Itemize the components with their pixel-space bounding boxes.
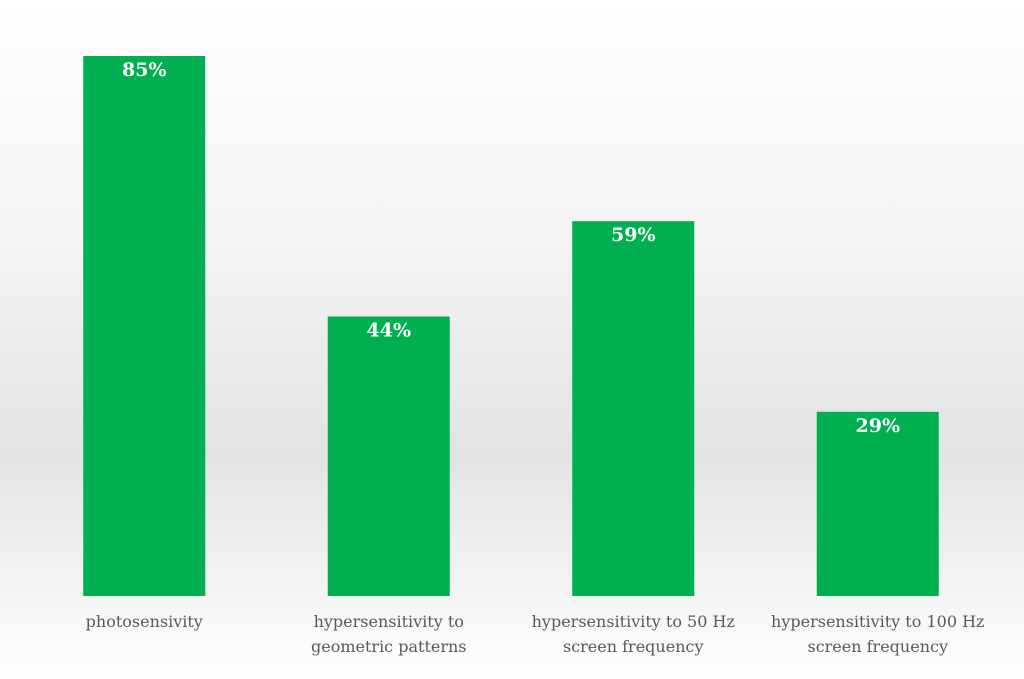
bar-value-label-4: 29% xyxy=(856,415,901,437)
bar-3 xyxy=(572,221,695,597)
category-label-1: photosensivity xyxy=(86,612,203,631)
bar-value-label-2: 44% xyxy=(367,319,412,341)
category-label-2-line-2: geometric patterns xyxy=(311,637,467,656)
bars-group xyxy=(83,56,939,597)
bar-value-label-1: 85% xyxy=(122,59,167,81)
category-label-3-line-1: hypersensitivity to 50 Hz xyxy=(532,612,735,631)
category-label-1-line-1: photosensivity xyxy=(86,612,203,631)
category-label-3: hypersensitivity to 50 Hz screen frequenc… xyxy=(532,612,735,656)
category-label-4-line-2: screen frequency xyxy=(807,637,948,656)
bar-1 xyxy=(83,56,206,596)
value-labels-group: 85% 44% 59% 29% xyxy=(122,59,900,437)
category-label-3-line-2: screen frequency xyxy=(563,637,704,656)
bar-2 xyxy=(327,316,450,596)
category-labels-group: photosensivity hypersensitivity to geometr… xyxy=(86,612,985,656)
category-label-2: hypersensitivity to geometric patterns xyxy=(311,612,467,656)
bar-4 xyxy=(816,411,939,596)
category-label-2-line-1: hypersensitivity to xyxy=(314,612,464,631)
category-label-4: hypersensitivity to 100 Hz screen frequen… xyxy=(771,612,984,656)
bar-value-label-3: 59% xyxy=(611,224,656,246)
category-label-4-line-1: hypersensitivity to 100 Hz xyxy=(771,612,984,631)
